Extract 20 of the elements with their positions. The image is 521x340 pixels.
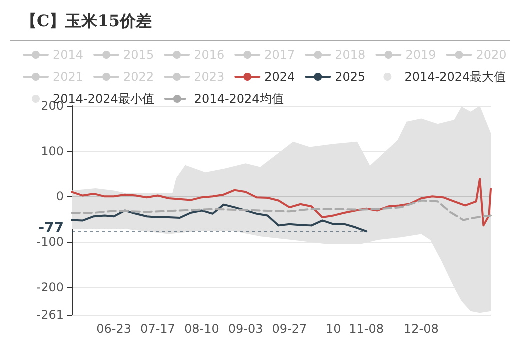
- y-tick-label: 100: [41, 144, 64, 158]
- legend-label: 2024: [264, 70, 296, 84]
- x-tick-label: 09-27: [272, 322, 308, 336]
- legend-label: 2014-2024最大值: [404, 70, 506, 84]
- legend-label: 2025: [335, 70, 366, 84]
- x-tick-label: 06-23: [96, 322, 132, 336]
- annotation: -77: [38, 220, 64, 237]
- y-tick-label: -261: [36, 308, 64, 322]
- x-tick-label: 08-10: [184, 322, 220, 336]
- x-tick-label: 10: [326, 322, 342, 336]
- x-tick-label: 12-08: [404, 322, 439, 336]
- x-tick-label: 09-03: [228, 322, 264, 336]
- x-tick-label: 07-17: [140, 322, 176, 336]
- y-tick-label: -100: [36, 235, 64, 250]
- x-tick-label: 11-08: [349, 322, 384, 336]
- line-series: [71, 200, 492, 222]
- y-tick-label: 0: [56, 190, 64, 204]
- chart-title: 【C】玉米15价差: [21, 12, 152, 30]
- legend-label: 2014-2024均值: [194, 92, 284, 106]
- y-tick-label: -200: [36, 280, 64, 294]
